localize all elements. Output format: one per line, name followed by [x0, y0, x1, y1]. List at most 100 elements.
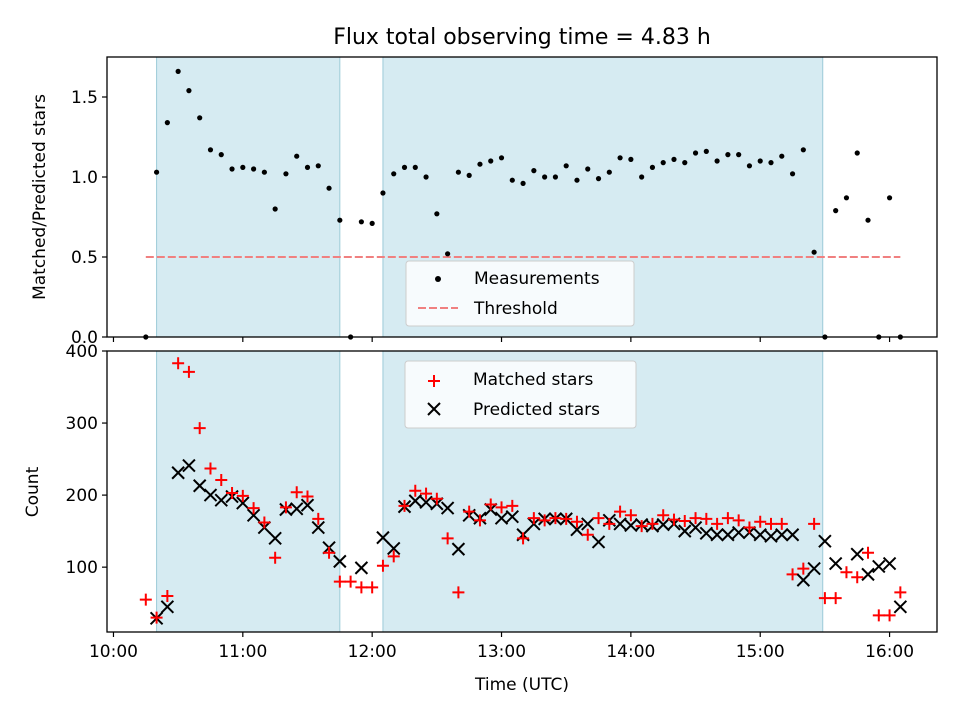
measurement-point — [789, 171, 796, 177]
matched-star-marker — [517, 532, 530, 545]
y-tick-label: 100 — [66, 558, 98, 578]
bottom-y-axis-ticks: 100 200 300 400 — [66, 342, 107, 578]
matched-star-marker — [150, 611, 163, 624]
legend-matched-marker — [428, 375, 440, 387]
predicted-star-marker — [591, 535, 606, 549]
measurement-point — [445, 251, 451, 257]
measurement-point — [337, 217, 343, 223]
measurement-point — [833, 208, 839, 214]
measurement-point — [466, 172, 472, 178]
matched-star-marker — [387, 550, 400, 563]
predicted-star-marker — [387, 541, 401, 556]
predicted-star-marker — [494, 511, 509, 525]
matched-star-marker — [786, 568, 799, 581]
matched-star-marker — [646, 517, 659, 530]
predicted-star-marker — [182, 458, 196, 473]
measurement-point — [746, 163, 753, 169]
matched-star-marker — [818, 592, 831, 605]
matched-star-marker — [441, 532, 454, 545]
matched-star-marker — [269, 551, 282, 564]
predicted-star-marker — [764, 529, 778, 543]
measurement-point — [563, 163, 569, 169]
chart-title: Flux total observing time = 4.83 h — [333, 25, 711, 50]
measurement-point — [811, 249, 817, 255]
measurement-point — [218, 152, 224, 158]
predicted-star-marker — [818, 534, 832, 548]
matched-star-marker — [560, 512, 573, 525]
x-tick-label: 15:00 — [736, 642, 785, 662]
count-points — [139, 357, 908, 626]
predicted-star-marker — [828, 556, 843, 571]
measurement-point — [229, 166, 235, 172]
measurement-point — [477, 161, 483, 167]
measurement-point — [294, 153, 300, 159]
predicted-star-marker — [785, 528, 800, 542]
measurement-point — [865, 217, 871, 223]
matched-star-marker — [840, 566, 853, 579]
legend-threshold-label: Threshold — [473, 299, 558, 319]
measurement-point — [261, 169, 267, 175]
top-x-axis-ticks — [112, 337, 891, 342]
predicted-star-marker — [203, 488, 218, 502]
matched-star-marker — [765, 517, 777, 530]
predicted-star-marker — [376, 530, 390, 545]
matched-star-marker — [193, 422, 206, 435]
matched-star-marker — [484, 498, 497, 511]
top-y-axis-label: Matched/Predicted stars — [30, 94, 50, 300]
measurement-point — [488, 158, 494, 164]
measurement-point — [617, 155, 623, 161]
x-tick-label: 13:00 — [477, 642, 526, 662]
predicted-star-marker — [333, 554, 347, 569]
predicted-star-marker — [721, 528, 735, 542]
matched-star-marker — [624, 509, 637, 522]
legend-predicted-label: Predicted stars — [473, 400, 600, 420]
predicted-star-marker — [731, 525, 746, 540]
matched-star-marker — [829, 592, 842, 605]
predicted-star-marker — [678, 524, 692, 538]
x-tick-label: 12:00 — [348, 642, 397, 662]
measurement-point — [606, 169, 612, 175]
predicted-star-marker — [419, 495, 433, 510]
measurement-point — [671, 156, 677, 162]
matched-star-marker — [398, 499, 411, 512]
measurement-point — [542, 174, 548, 180]
predicted-star-marker — [893, 600, 908, 614]
bottom-legend-box — [404, 360, 637, 429]
measurement-point — [639, 174, 645, 180]
predicted-star-marker — [451, 542, 466, 556]
top-y-axis-ticks: 0.0 0.5 1.0 1.5 — [71, 88, 107, 348]
predicted-star-marker — [861, 567, 875, 582]
matched-star-marker — [797, 562, 810, 575]
measurement-point — [531, 168, 537, 174]
predicted-star-marker — [699, 526, 714, 540]
measurement-point — [520, 180, 526, 186]
predicted-star-marker — [246, 508, 261, 522]
matched-star-marker — [894, 586, 907, 599]
matched-star-marker — [721, 512, 734, 525]
matched-star-marker — [333, 575, 346, 588]
measurement-point — [800, 147, 806, 153]
measurement-point — [509, 177, 515, 183]
matched-star-marker — [592, 512, 605, 525]
observing-interval — [156, 56, 341, 338]
matched-star-marker — [581, 528, 594, 541]
predicted-star-marker — [807, 561, 821, 576]
measurement-point — [886, 195, 893, 201]
bottom-y-axis-label: Count — [23, 466, 43, 517]
predicted-star-marker — [796, 573, 811, 587]
measurement-point — [164, 120, 170, 126]
matched-star-marker — [667, 513, 680, 526]
matched-star-marker — [775, 517, 788, 530]
predicted-star-marker — [850, 547, 864, 561]
matched-star-marker — [463, 505, 476, 518]
predicted-star-marker — [872, 559, 886, 574]
predicted-star-marker — [408, 494, 422, 508]
matched-star-marker — [851, 571, 864, 584]
measurement-point — [768, 160, 774, 166]
legend-matched-label: Matched stars — [473, 370, 593, 390]
matched-star-marker — [603, 517, 616, 530]
measurement-point — [250, 166, 257, 172]
matched-star-marker — [182, 365, 195, 378]
bottom-x-axis-ticks: 10:00 11:00 12:00 13:00 14:00 15:00 16:00 — [89, 632, 914, 662]
measurement-point — [434, 211, 440, 217]
